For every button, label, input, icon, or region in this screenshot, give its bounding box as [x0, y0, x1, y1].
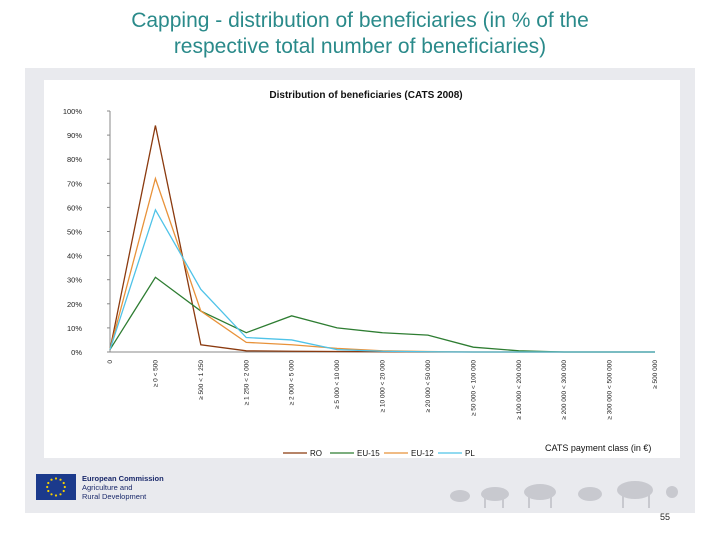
page-number: 55 — [660, 512, 671, 522]
x-tick-label: ≥ 200 000 < 300 000 — [561, 360, 568, 420]
x-axis-label: CATS payment class (in €) — [545, 443, 651, 453]
y-tick-label: 50% — [67, 228, 82, 237]
y-tick-label: 80% — [67, 155, 82, 164]
y-tick-label: 100% — [63, 107, 83, 116]
y-tick-label: 10% — [67, 324, 82, 333]
y-tick-label: 30% — [67, 276, 82, 285]
y-tick-label: 70% — [67, 179, 82, 188]
x-tick-label: ≥ 20 000 < 50 000 — [425, 360, 432, 413]
y-tick-label: 0% — [71, 348, 82, 357]
org-line-3: Rural Development — [82, 492, 147, 501]
y-tick-label: 20% — [67, 300, 82, 309]
legend-label: RO — [310, 449, 322, 458]
x-tick-label: ≥ 10 000 < 20 000 — [380, 360, 387, 413]
series-line-ro — [109, 125, 655, 353]
x-tick-label: ≥ 500 000 — [652, 360, 659, 389]
y-tick-label: 90% — [67, 131, 82, 140]
x-tick-label: ≥ 5 000 < 10 000 — [334, 360, 341, 409]
series-line-pl — [109, 208, 655, 353]
chart-area — [44, 80, 680, 458]
slide-title-line-1: Capping - distribution of beneficiaries … — [131, 9, 589, 32]
legend: RO EU-15 EU-12 PL — [283, 449, 475, 458]
organization-name: European Commission Agriculture and Rura… — [82, 474, 164, 501]
x-tick-label: ≥ 100 000 < 200 000 — [516, 360, 523, 420]
slide-title-line-2: respective total number of beneficiaries… — [173, 35, 547, 58]
x-tick-label: ≥ 500 < 1 250 — [198, 360, 205, 400]
slide-title: Capping - distribution of beneficiaries … — [0, 8, 720, 60]
series-line-eu-15 — [109, 276, 655, 353]
chart-title: Distribution of beneficiaries (CATS 2008… — [269, 90, 462, 101]
x-tick-label: 0 — [107, 360, 114, 364]
legend-label: EU-15 — [357, 449, 380, 458]
x-tick-label: ≥ 300 000 < 500 000 — [607, 360, 614, 420]
farm-animals-silhouette — [450, 481, 678, 508]
y-tick-label: 60% — [67, 203, 82, 212]
org-line-2: Agriculture and — [82, 483, 133, 492]
series-line-eu-12 — [109, 176, 655, 353]
x-tick-label: ≥ 0 < 500 — [152, 360, 159, 388]
org-line-1: European Commission — [82, 474, 164, 483]
series-lines — [109, 125, 655, 353]
y-axis: 0% 10% 20% 30% 40% 50% 60% 70% 80% 90% 100% — [63, 107, 111, 357]
x-tick-label: ≥ 2 000 < 5 000 — [289, 360, 296, 406]
x-tick-label: ≥ 50 000 < 100 000 — [470, 360, 477, 417]
legend-label: EU-12 — [411, 449, 434, 458]
x-axis: 0 ≥ 0 < 500 ≥ 500 < 1 250 ≥ 1 250 < 2 000 ≥ … — [107, 351, 659, 420]
y-tick-label: 40% — [67, 252, 82, 261]
x-tick-label: ≥ 1 250 < 2 000 — [243, 360, 250, 406]
legend-label: PL — [465, 449, 475, 458]
